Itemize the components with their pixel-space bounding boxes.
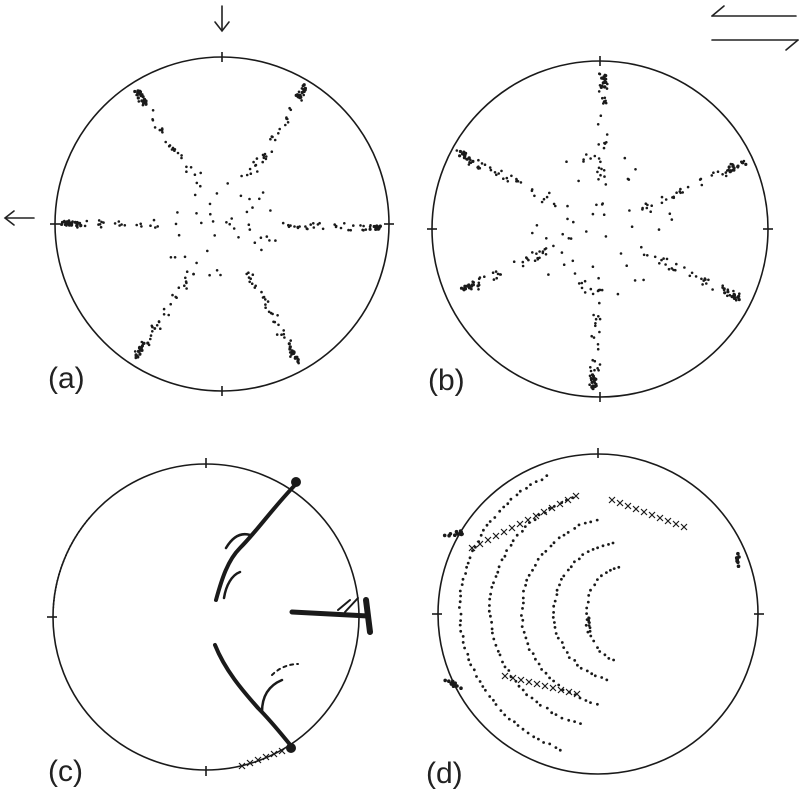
stereonet-b: [427, 56, 773, 402]
stereonet-b-circle: [431, 60, 769, 398]
panel-label-b: (b): [428, 364, 465, 397]
point-scatter-d: [442, 474, 741, 752]
stereonet-a: [50, 52, 394, 396]
stereonet-c-circle: [52, 463, 360, 771]
trajectories-c: [213, 480, 373, 749]
compression-arrow-left-icon: [3, 210, 35, 226]
panel-label-a: (a): [48, 362, 85, 395]
compression-arrow-down-icon: [214, 5, 230, 33]
stereonet-d-circle: [437, 453, 759, 775]
shear-sense-icon: [711, 5, 799, 51]
cross-markers: [238, 492, 688, 770]
stereonet-d: [432, 448, 764, 775]
stereonet-a-circle: [54, 56, 390, 392]
stereonet-c: [47, 458, 360, 776]
panel-label-d: (d): [426, 757, 463, 790]
point-scatter-b: [455, 72, 748, 391]
panel-label-c: (c): [48, 755, 83, 788]
point-scatter-a: [60, 83, 382, 365]
